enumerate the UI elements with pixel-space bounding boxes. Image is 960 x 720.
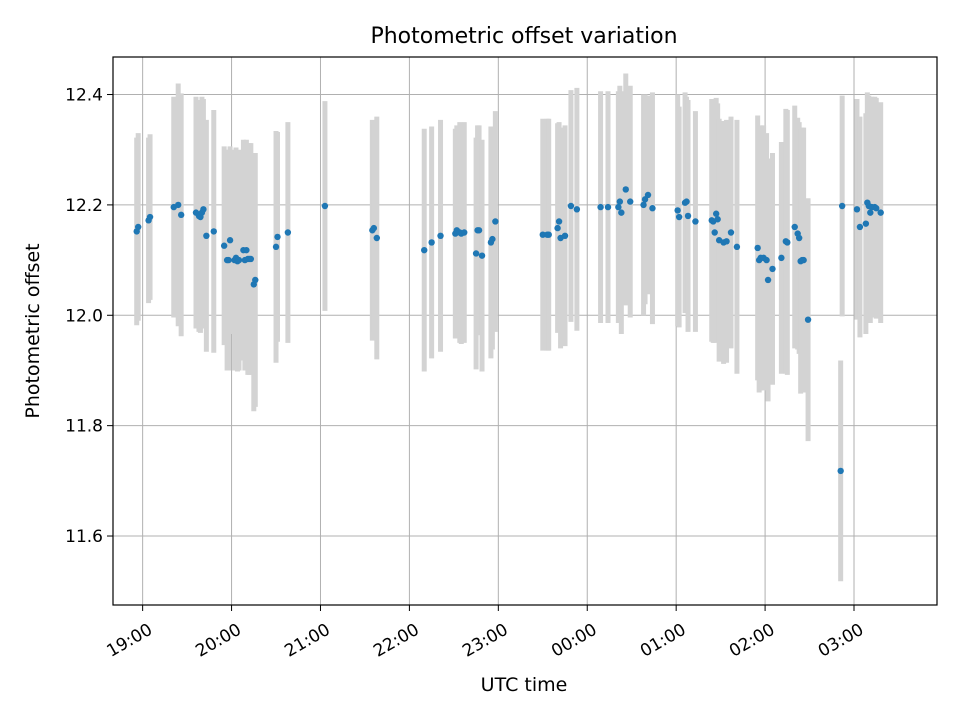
data-point <box>200 206 207 213</box>
data-point <box>727 229 735 236</box>
data-point <box>437 232 444 240</box>
data-point <box>489 235 496 243</box>
y-axis-ticks: 11.6 11.8 12.0 12.2 12.4 <box>65 86 113 547</box>
data-point <box>272 243 280 251</box>
plot-frame <box>112 56 938 606</box>
data-point <box>461 229 468 236</box>
data-point <box>674 207 681 214</box>
data-point <box>247 255 255 263</box>
y-axis-label: Photometric offset <box>22 243 44 418</box>
data-point <box>175 201 182 209</box>
data-point <box>243 246 250 254</box>
data-point <box>370 224 378 232</box>
data-point <box>373 234 380 242</box>
data-point <box>235 256 243 264</box>
data-point <box>862 220 870 227</box>
y-tick-label: 12.0 <box>65 306 103 326</box>
data-point <box>764 276 772 284</box>
data-point <box>545 231 552 238</box>
data-point <box>723 238 730 245</box>
data-point <box>597 203 604 211</box>
x-tick-label: 20:00 <box>192 620 244 662</box>
data-point <box>791 223 798 231</box>
data-point <box>573 206 581 213</box>
data-point <box>428 239 435 246</box>
data-point <box>683 198 690 205</box>
data-point <box>210 228 217 235</box>
data-point <box>838 202 846 210</box>
x-axis-ticks: 19:00 20:00 21:00 22:00 23:00 00:00 01:00 02:00… <box>104 605 867 662</box>
data-point <box>618 209 625 216</box>
data-point <box>873 205 880 212</box>
data-point <box>837 467 844 475</box>
data-point <box>856 223 864 231</box>
data-point <box>561 232 569 240</box>
data-point <box>640 201 647 209</box>
y-tick-label: 11.8 <box>65 417 103 437</box>
data-point <box>769 265 776 273</box>
data-point <box>615 203 622 211</box>
data-point <box>492 218 499 225</box>
data-point <box>712 210 720 217</box>
data-point <box>877 209 884 216</box>
data-point <box>795 234 803 242</box>
x-tick-label: 23:00 <box>459 620 511 662</box>
data-point <box>220 242 228 249</box>
y-tick-label: 12.4 <box>65 86 103 106</box>
data-point <box>784 239 791 246</box>
data-point <box>684 212 692 220</box>
data-point <box>800 256 807 264</box>
error-bars <box>134 73 884 582</box>
data-point <box>554 224 561 232</box>
data-point <box>778 254 785 262</box>
data-point <box>274 233 281 241</box>
data-point <box>478 252 486 259</box>
x-tick-label: 19:00 <box>104 620 156 662</box>
data-point <box>284 229 292 236</box>
data-point <box>867 209 874 216</box>
data-point <box>225 256 232 264</box>
data-points <box>133 186 884 475</box>
data-point <box>622 186 629 193</box>
x-tick-label: 02:00 <box>726 620 778 662</box>
data-point <box>853 206 861 213</box>
data-point <box>555 218 563 225</box>
data-point <box>146 213 154 221</box>
x-axis-label: UTC time <box>481 674 568 696</box>
data-point <box>226 237 234 244</box>
y-tick-label: 11.6 <box>65 527 103 547</box>
data-point <box>421 246 428 254</box>
data-point <box>616 198 624 205</box>
x-tick-label: 01:00 <box>637 620 689 662</box>
data-point <box>733 243 741 251</box>
data-point <box>804 316 812 323</box>
data-point <box>604 203 612 211</box>
data-point <box>321 202 329 210</box>
data-point <box>203 232 210 240</box>
chart-title: Photometric offset variation <box>370 24 677 49</box>
data-point <box>711 229 718 236</box>
data-point <box>252 276 259 284</box>
data-point <box>714 216 721 223</box>
data-point <box>763 256 770 264</box>
data-point <box>692 218 699 225</box>
data-point <box>644 191 652 199</box>
x-tick-label: 03:00 <box>815 620 867 662</box>
data-point <box>649 205 656 212</box>
data-point <box>134 223 142 231</box>
data-point <box>472 250 480 257</box>
data-point <box>754 244 761 252</box>
x-tick-label: 21:00 <box>281 620 333 662</box>
y-tick-label: 12.2 <box>65 196 103 216</box>
data-point <box>627 198 634 205</box>
x-tick-label: 00:00 <box>548 620 600 662</box>
x-tick-label: 22:00 <box>370 620 422 662</box>
data-point <box>475 227 483 234</box>
data-point <box>539 231 546 238</box>
data-point <box>675 213 683 221</box>
data-point <box>177 211 185 219</box>
data-point <box>567 202 575 210</box>
